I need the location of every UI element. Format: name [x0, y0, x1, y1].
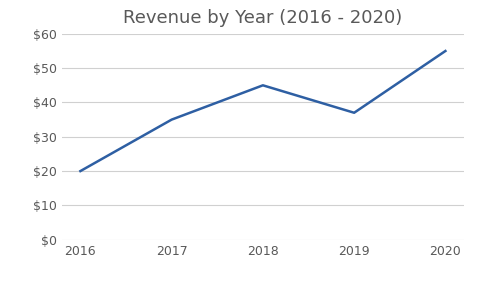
Title: Revenue by Year (2016 - 2020): Revenue by Year (2016 - 2020) — [123, 9, 402, 27]
